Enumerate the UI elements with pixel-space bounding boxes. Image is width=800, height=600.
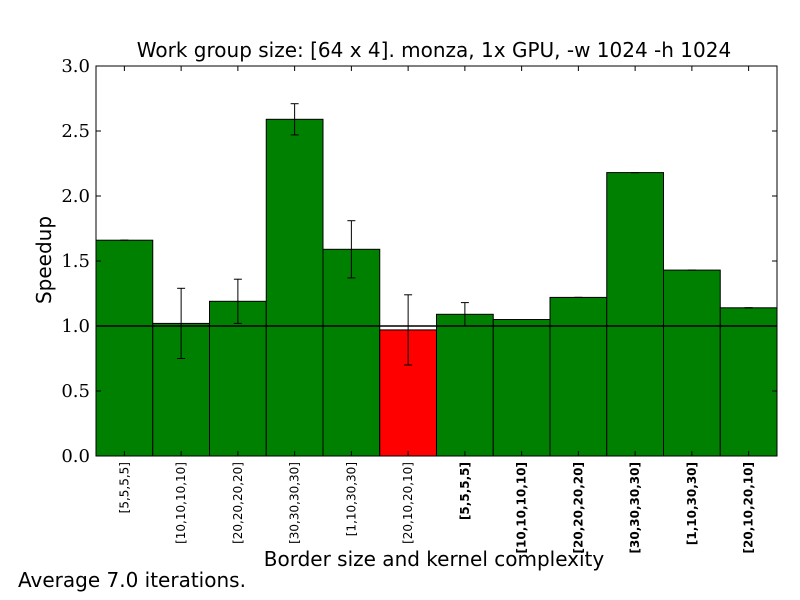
bar-9 — [549, 296, 608, 457]
x-tick-label-1: [5,5,5,5] — [117, 462, 131, 513]
y-tick-label-1: 0.0 — [61, 446, 90, 467]
bar-8 — [492, 319, 551, 457]
x-tick-label-4: [30,30,30,30] — [288, 462, 302, 544]
x-tick-label-9: [20,20,20,20] — [571, 462, 585, 553]
bar-1 — [95, 239, 154, 457]
x-tick-label-5: [1,10,30,30] — [344, 462, 358, 536]
x-tick-label-2: [10,10,10,10] — [174, 462, 188, 544]
footer-note: Average 7.0 iterations. — [18, 568, 246, 592]
x-tick-label-8: [10,10,10,10] — [515, 462, 529, 553]
y-tick-label-2: 0.5 — [61, 381, 90, 402]
x-ticks-group: [5,5,5,5] [10,10,10,10] [20,20,20,20] [30,3… — [117, 66, 756, 553]
y-tick-label-3: 1.0 — [61, 316, 90, 337]
y-tick-label-7: 3.0 — [61, 56, 90, 77]
y-tick-label-6: 2.5 — [61, 121, 90, 142]
error-bars-group — [120, 103, 753, 366]
y-tick-label-4: 1.5 — [61, 251, 90, 272]
y-axis-label: Speedup — [32, 216, 56, 304]
x-tick-label-7: [5,5,5,5] — [458, 462, 472, 520]
bar-7 — [436, 313, 494, 457]
bar-5 — [322, 248, 381, 457]
bar-4 — [265, 118, 324, 457]
bar-11 — [663, 269, 721, 457]
bar-10 — [606, 172, 664, 457]
x-axis-label: Border size and kernel complexity — [264, 547, 605, 571]
bar-12 — [719, 307, 778, 457]
x-tick-label-11: [1,10,30,30] — [685, 462, 699, 545]
x-tick-label-3: [20,20,20,20] — [231, 462, 245, 544]
x-tick-label-12: [20,10,20,10] — [742, 462, 756, 553]
chart-title: Work group size: [64 x 4]. monza, 1x GPU… — [137, 38, 731, 62]
bar-3 — [209, 300, 267, 457]
x-tick-label-10: [30,30,30,30] — [628, 462, 642, 553]
x-tick-label-6: [20,10,20,10] — [401, 462, 415, 544]
y-ticks-group: 0.0 0.5 1.0 1.5 2.0 2.5 3.0 — [61, 56, 777, 467]
y-tick-label-5: 2.0 — [61, 186, 90, 207]
bars-group — [95, 118, 778, 457]
